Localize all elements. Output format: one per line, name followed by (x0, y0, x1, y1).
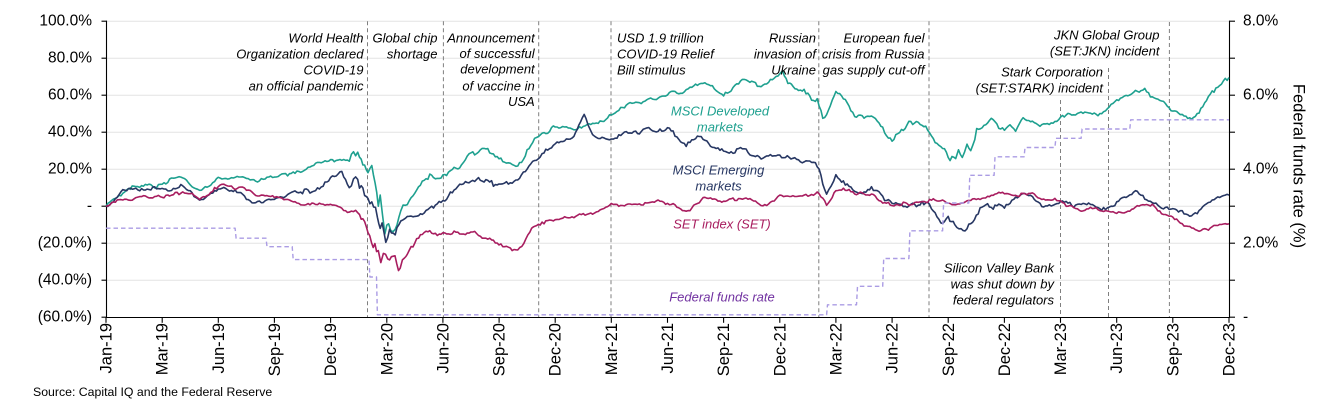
svg-text:federal regulators: federal regulators (953, 293, 1055, 308)
svg-text:Mar-21: Mar-21 (603, 323, 621, 375)
svg-text:shortage: shortage (387, 47, 438, 62)
svg-text:8.0%: 8.0% (1243, 13, 1279, 30)
svg-text:Jun-20: Jun-20 (434, 323, 452, 373)
svg-text:markets: markets (695, 179, 742, 194)
svg-text:(40.0%): (40.0%) (38, 272, 92, 289)
svg-text:Mar-19: Mar-19 (154, 323, 172, 375)
svg-text:Dec-21: Dec-21 (771, 323, 789, 376)
svg-text:of successful: of successful (460, 46, 536, 61)
svg-text:MSCI Emerging: MSCI Emerging (673, 163, 766, 178)
svg-text:Sep-21: Sep-21 (715, 323, 733, 376)
svg-text:Organization declared: Organization declared (236, 47, 364, 62)
svg-text:60.0%: 60.0% (48, 87, 92, 104)
svg-text:Russian: Russian (769, 31, 816, 46)
svg-text:Announcement: Announcement (446, 31, 536, 46)
svg-text:-: - (1243, 309, 1248, 326)
svg-text:Jun-23: Jun-23 (1108, 323, 1126, 373)
svg-text:markets: markets (697, 120, 744, 135)
svg-text:Silicon Valley Bank: Silicon Valley Bank (944, 261, 1056, 276)
svg-text:COVID-19 Relief: COVID-19 Relief (617, 47, 715, 62)
svg-text:Source: Capital IQ and the Fed: Source: Capital IQ and the Federal Reser… (33, 385, 272, 399)
svg-text:6.0%: 6.0% (1243, 87, 1279, 104)
svg-text:Stark Corporation: Stark Corporation (1001, 65, 1103, 80)
svg-text:Dec-22: Dec-22 (996, 323, 1014, 376)
svg-text:MSCI Developed: MSCI Developed (671, 104, 770, 119)
svg-text:Sep-20: Sep-20 (491, 323, 509, 376)
svg-text:(SET:JKN) incident: (SET:JKN) incident (1050, 44, 1161, 59)
svg-text:crisis from Russia: crisis from Russia (822, 47, 925, 62)
svg-text:COVID-19: COVID-19 (304, 63, 364, 78)
svg-text:(20.0%): (20.0%) (38, 235, 92, 252)
svg-text:an official pandemic: an official pandemic (249, 79, 364, 94)
svg-text:20.0%: 20.0% (48, 161, 92, 178)
svg-text:Sep-22: Sep-22 (940, 323, 958, 376)
svg-text:100.0%: 100.0% (39, 13, 92, 30)
svg-text:Federal funds rate: Federal funds rate (669, 290, 775, 305)
svg-text:USD 1.9 trillion: USD 1.9 trillion (617, 31, 704, 46)
svg-text:European fuel: European fuel (844, 31, 926, 46)
svg-text:Dec-19: Dec-19 (322, 323, 340, 376)
svg-text:Jan-19: Jan-19 (98, 323, 116, 373)
svg-text:Bill stimulus: Bill stimulus (617, 63, 686, 78)
svg-text:was shut down by: was shut down by (951, 277, 1056, 292)
svg-text:Mar-22: Mar-22 (827, 323, 845, 375)
svg-text:Jun-21: Jun-21 (659, 323, 677, 373)
svg-text:Jun-19: Jun-19 (210, 323, 228, 373)
svg-text:(SET:STARK) incident: (SET:STARK) incident (976, 81, 1105, 96)
svg-text:Federal funds rate (%): Federal funds rate (%) (1290, 84, 1308, 248)
svg-text:Sep-23: Sep-23 (1164, 323, 1182, 376)
svg-text:World Health: World Health (288, 31, 363, 46)
svg-text:Dec-20: Dec-20 (547, 323, 565, 376)
svg-text:gas supply cut-off: gas supply cut-off (823, 63, 926, 78)
svg-text:4.0%: 4.0% (1243, 161, 1279, 178)
svg-text:Dec-23: Dec-23 (1221, 323, 1239, 376)
svg-text:Jun-22: Jun-22 (884, 323, 902, 373)
svg-text:Mar-20: Mar-20 (378, 323, 396, 375)
svg-text:development: development (460, 62, 536, 77)
svg-text:Ukraine: Ukraine (771, 63, 816, 78)
svg-text:JKN Global Group: JKN Global Group (1053, 28, 1160, 43)
svg-text:Mar-23: Mar-23 (1052, 323, 1070, 375)
svg-text:40.0%: 40.0% (48, 124, 92, 141)
svg-text:USA: USA (508, 94, 535, 109)
svg-text:invasion of: invasion of (754, 47, 818, 62)
svg-text:Sep-19: Sep-19 (266, 323, 284, 376)
svg-text:2.0%: 2.0% (1243, 235, 1279, 252)
svg-text:80.0%: 80.0% (48, 50, 92, 67)
svg-text:SET index (SET): SET index (SET) (673, 217, 771, 232)
svg-text:Global chip: Global chip (372, 31, 437, 46)
svg-text:of vaccine in: of vaccine in (462, 79, 534, 94)
svg-text:(60.0%): (60.0%) (38, 309, 92, 326)
svg-text:-: - (87, 198, 92, 215)
